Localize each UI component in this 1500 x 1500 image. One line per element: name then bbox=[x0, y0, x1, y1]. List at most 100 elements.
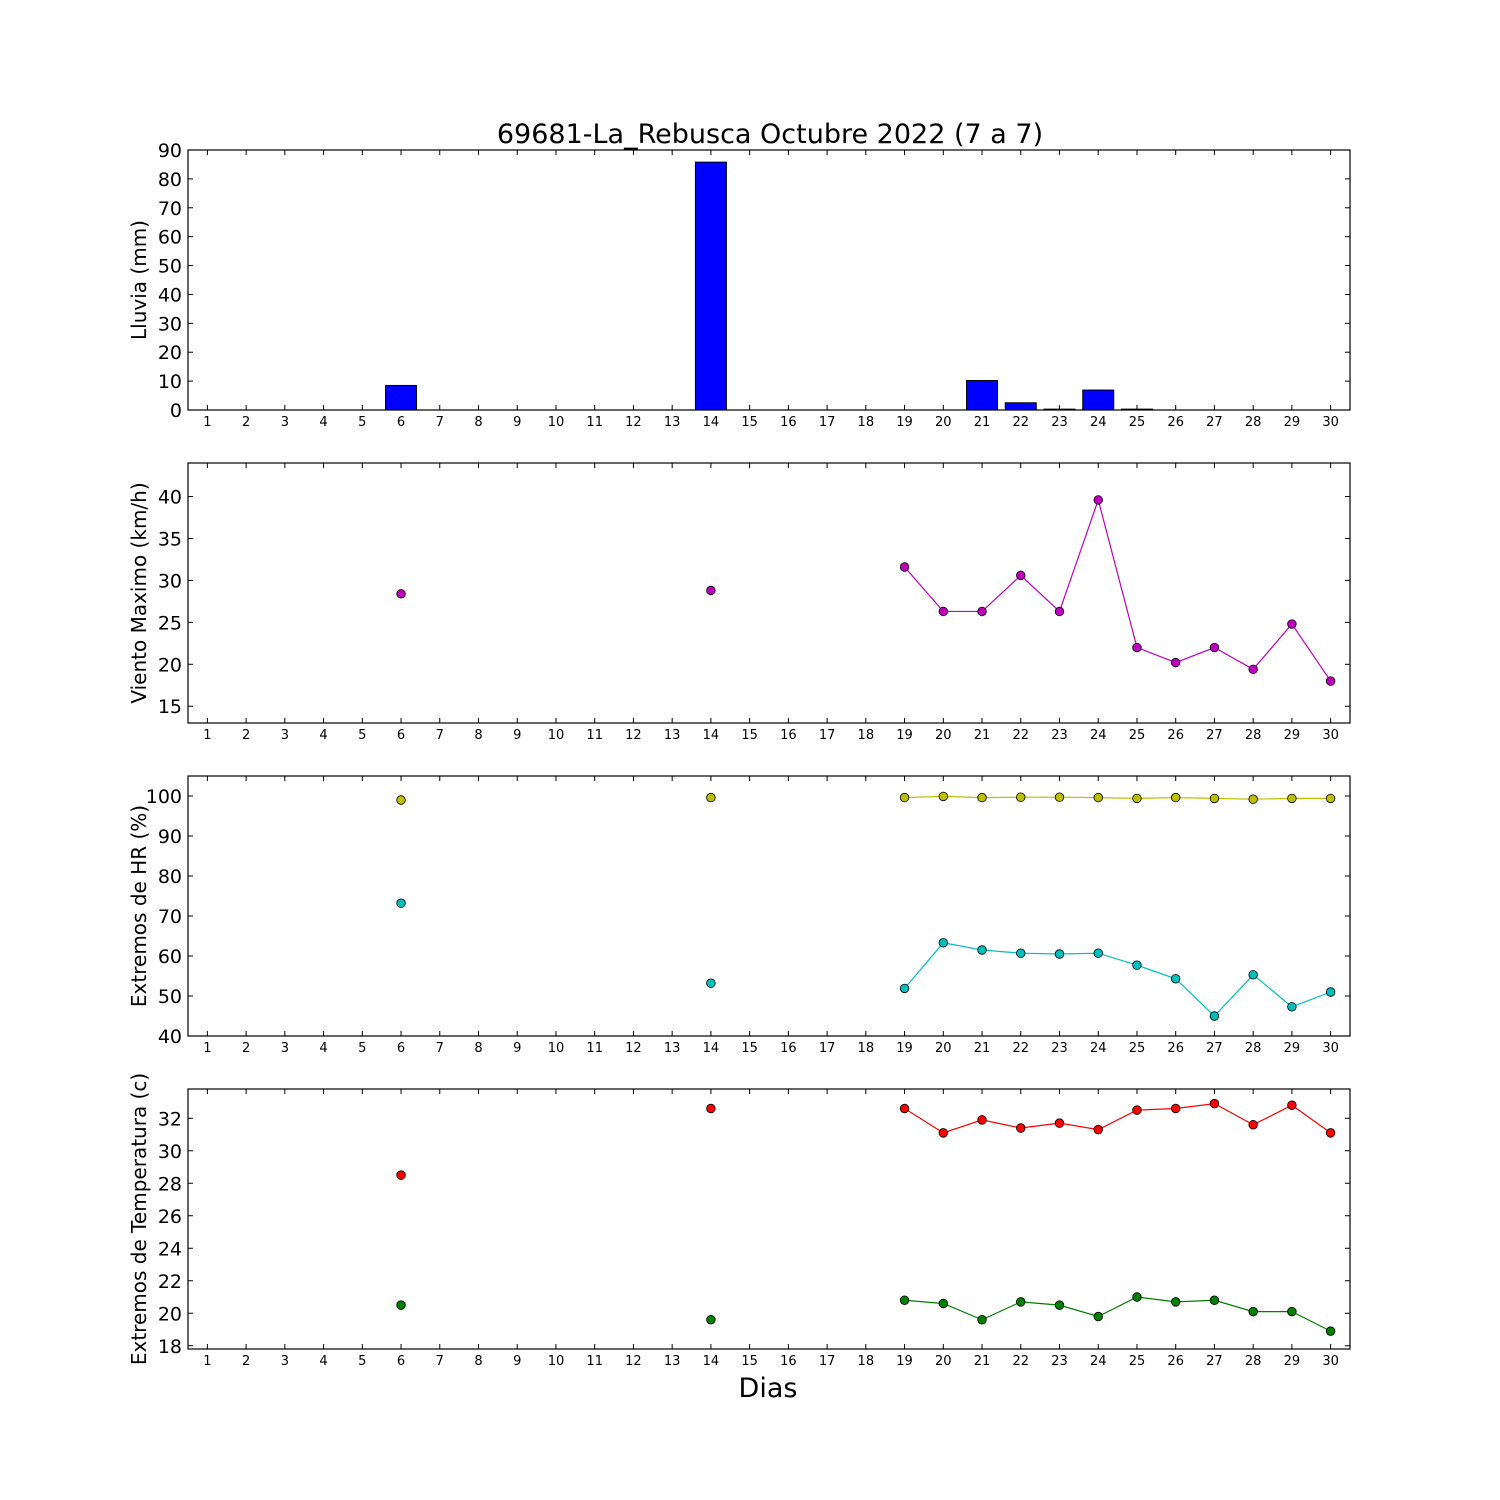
x-tick-label: 2 bbox=[242, 415, 250, 430]
x-tick-label: 14 bbox=[703, 1354, 720, 1369]
data-point bbox=[1325, 1326, 1336, 1336]
data-point bbox=[706, 1103, 716, 1114]
x-tick-label: 18 bbox=[858, 1354, 875, 1369]
bar bbox=[1004, 402, 1037, 411]
data-point bbox=[1016, 1297, 1026, 1307]
y-tick-label: 24 bbox=[158, 1238, 182, 1260]
x-tick-label: 4 bbox=[319, 415, 327, 430]
x-tick-label: 16 bbox=[780, 1041, 797, 1056]
x-tick-label: 25 bbox=[1129, 728, 1146, 743]
y-tick-label: 20 bbox=[158, 654, 182, 676]
x-tick-label: 21 bbox=[974, 728, 991, 743]
data-point bbox=[1016, 948, 1026, 958]
bar bbox=[966, 380, 999, 411]
bar bbox=[694, 161, 727, 411]
x-tick-label: 23 bbox=[1051, 1354, 1068, 1369]
data-point bbox=[1093, 1124, 1103, 1135]
x-tick-label: 16 bbox=[780, 728, 797, 743]
x-tick-label: 23 bbox=[1051, 415, 1068, 430]
data-point bbox=[1016, 792, 1026, 802]
data-point bbox=[396, 898, 406, 908]
x-tick-label: 10 bbox=[548, 1354, 565, 1369]
data-point bbox=[1248, 1120, 1258, 1130]
x-tick-label: 21 bbox=[974, 1041, 991, 1056]
y-tick-label: 40 bbox=[158, 1026, 182, 1048]
data-point bbox=[1209, 1098, 1220, 1109]
x-tick-label: 9 bbox=[513, 1354, 521, 1369]
x-tick-label: 10 bbox=[548, 415, 565, 430]
data-point bbox=[396, 1300, 406, 1310]
x-tick-label: 19 bbox=[896, 1041, 913, 1056]
data-point bbox=[1170, 1297, 1181, 1307]
x-tick-label: 2 bbox=[242, 1354, 250, 1369]
data-point bbox=[938, 606, 949, 617]
x-tick-label: 27 bbox=[1206, 1354, 1223, 1369]
data-point bbox=[977, 1315, 987, 1325]
x-tick-label: 18 bbox=[858, 728, 875, 743]
y-tick-label: 20 bbox=[158, 342, 182, 364]
data-point bbox=[899, 1295, 910, 1305]
series-line bbox=[904, 497, 1332, 682]
series-line bbox=[904, 795, 1331, 800]
data-point bbox=[977, 945, 987, 955]
y-tick-label: 70 bbox=[158, 198, 182, 220]
x-tick-label: 30 bbox=[1322, 415, 1339, 430]
data-point bbox=[1287, 1002, 1297, 1012]
x-tick-label: 5 bbox=[358, 415, 366, 430]
y-tick-label: 22 bbox=[158, 1271, 182, 1293]
x-tick-label: 5 bbox=[358, 1354, 366, 1369]
x-tick-label: 29 bbox=[1284, 415, 1301, 430]
data-point bbox=[938, 1298, 949, 1309]
y-tick-label: 10 bbox=[158, 371, 182, 393]
x-tick-label: 13 bbox=[664, 1354, 681, 1369]
x-tick-label: 1 bbox=[203, 728, 211, 743]
data-point bbox=[977, 1115, 987, 1125]
x-tick-label: 11 bbox=[586, 1041, 603, 1056]
y-tick-label: 15 bbox=[158, 696, 182, 718]
x-tick-label: 3 bbox=[281, 728, 289, 743]
x-tick-label: 18 bbox=[858, 415, 875, 430]
data-point bbox=[1093, 792, 1103, 803]
data-point bbox=[396, 589, 406, 599]
x-tick-label: 15 bbox=[741, 728, 758, 743]
x-tick-label: 15 bbox=[741, 1354, 758, 1369]
x-tick-label: 29 bbox=[1284, 728, 1301, 743]
y-tick-label: 80 bbox=[158, 169, 182, 191]
x-tick-label: 24 bbox=[1090, 1041, 1107, 1056]
data-point bbox=[706, 792, 716, 803]
x-tick-label: 8 bbox=[474, 415, 482, 430]
x-tick-label: 12 bbox=[625, 1041, 642, 1056]
x-tick-label: 21 bbox=[974, 415, 991, 430]
y-tick-label: 25 bbox=[158, 612, 182, 634]
x-tick-label: 27 bbox=[1206, 1041, 1223, 1056]
x-tick-label: 10 bbox=[548, 728, 565, 743]
chart-title: 69681-La_Rebusca Octubre 2022 (7 a 7) bbox=[497, 119, 1043, 150]
x-tick-label: 14 bbox=[703, 728, 720, 743]
data-point bbox=[938, 791, 949, 802]
x-tick-label: 29 bbox=[1284, 1354, 1301, 1369]
x-tick-label: 22 bbox=[1012, 1354, 1029, 1369]
x-tick-label: 16 bbox=[780, 1354, 797, 1369]
x-tick-label: 7 bbox=[436, 1041, 444, 1056]
y-tick-label: 70 bbox=[158, 906, 182, 928]
x-tick-label: 1 bbox=[203, 1041, 211, 1056]
y-tick-label: 0 bbox=[170, 400, 182, 422]
y-tick-label: 60 bbox=[158, 227, 182, 249]
y-tick-label: 80 bbox=[158, 866, 182, 888]
x-tick-label: 3 bbox=[281, 415, 289, 430]
x-tick-label: 2 bbox=[242, 1041, 250, 1056]
x-tick-label: 14 bbox=[703, 415, 720, 430]
plot-frame bbox=[187, 149, 1351, 411]
x-tick-label: 25 bbox=[1129, 1354, 1146, 1369]
x-tick-label: 7 bbox=[436, 728, 444, 743]
x-tick-label: 14 bbox=[703, 1041, 720, 1056]
data-point bbox=[1287, 1100, 1297, 1110]
y-tick-label: 50 bbox=[158, 256, 182, 278]
y-tick-label: 40 bbox=[158, 284, 182, 306]
x-tick-label: 8 bbox=[474, 1354, 482, 1369]
x-tick-label: 20 bbox=[935, 1354, 952, 1369]
y-tick-label: 32 bbox=[158, 1108, 182, 1130]
